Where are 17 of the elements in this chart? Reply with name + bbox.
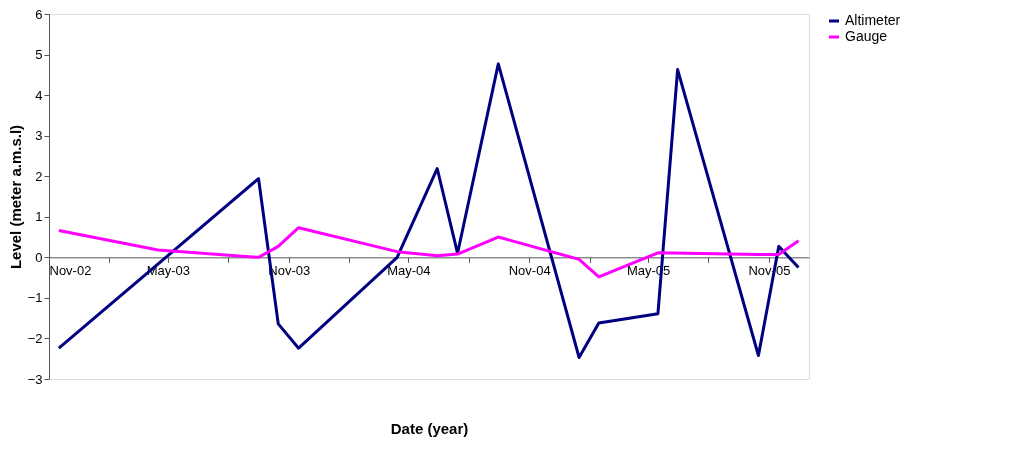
x-tick-label: Nov-02 xyxy=(49,262,92,278)
x-axis-title: Date (year) xyxy=(390,419,469,437)
y-tick-label: 4 xyxy=(35,87,43,103)
x-tick-label: May-04 xyxy=(387,262,431,278)
y-tick-label: 3 xyxy=(35,128,43,144)
legend-label: Gauge xyxy=(845,28,888,44)
y-axis-title: Level (meter a.m.s.l) xyxy=(6,124,24,270)
y-tick-label: 0 xyxy=(35,249,43,265)
x-tick-label: Nov-04 xyxy=(508,262,551,278)
y-tick-label: −1 xyxy=(27,290,43,306)
legend-label: Altimeter xyxy=(845,12,901,28)
y-tick-label: 1 xyxy=(35,209,43,225)
y-tick-label: −3 xyxy=(27,371,43,387)
y-tick-label: 2 xyxy=(35,168,43,184)
y-tick-label: 6 xyxy=(35,6,43,22)
y-tick-label: −2 xyxy=(27,330,43,346)
y-tick-label: 5 xyxy=(35,47,43,63)
